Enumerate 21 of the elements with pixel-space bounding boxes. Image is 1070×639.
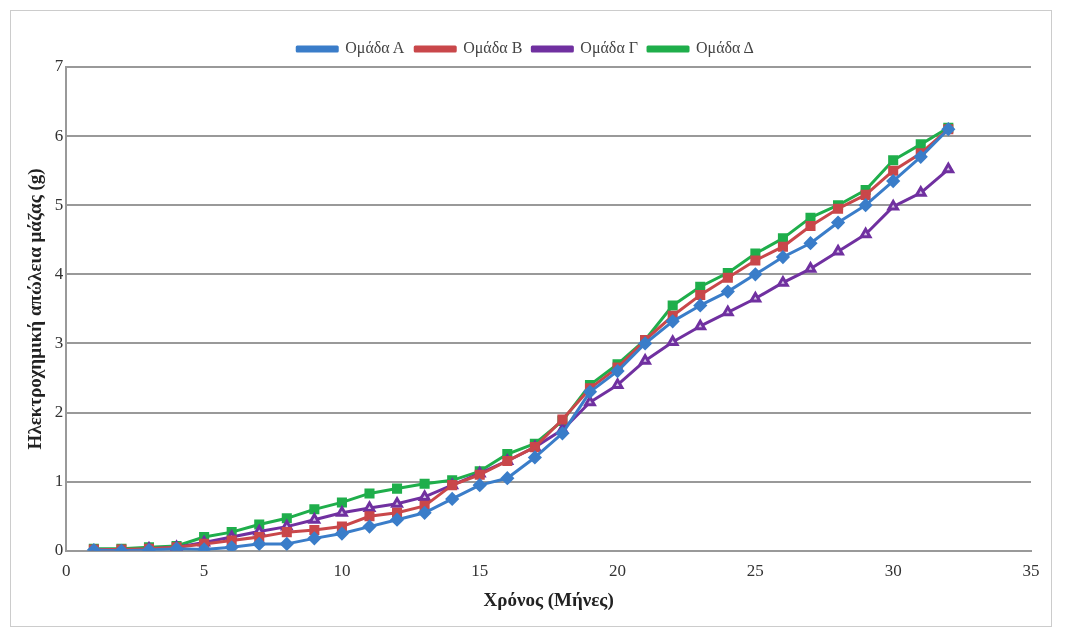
y-tick-label: 6	[54, 125, 64, 145]
x-tick-label: 10	[333, 561, 351, 581]
y-tick-label: 1	[54, 471, 64, 491]
x-tick-label: 30	[884, 561, 902, 581]
y-tick-label: 3	[54, 332, 64, 352]
y-tick-label: 0	[54, 540, 64, 560]
y-tick-label: 7	[54, 56, 64, 76]
x-tick-label: 15	[471, 561, 489, 581]
legend-label: Ομάδα Β	[463, 39, 523, 58]
y-tick-label: 4	[54, 263, 64, 283]
y-tick-label: 2	[54, 402, 64, 422]
x-tick-label: 25	[746, 561, 764, 581]
legend-label: Ομάδα Δ	[696, 39, 754, 58]
x-axis-title: Χρόνος (Μήνες)	[483, 588, 614, 611]
x-tick-label: 20	[609, 561, 627, 581]
y-axis-title: Ηλεκτροχημική απώλεια μάζας (g)	[24, 168, 47, 450]
x-tick-label: 35	[1022, 561, 1040, 581]
legend-label: Ομάδα Α	[345, 39, 405, 58]
y-tick-label: 5	[54, 194, 64, 214]
x-tick-label: 5	[199, 561, 209, 581]
legend-label: Ομάδα Γ	[580, 39, 639, 58]
